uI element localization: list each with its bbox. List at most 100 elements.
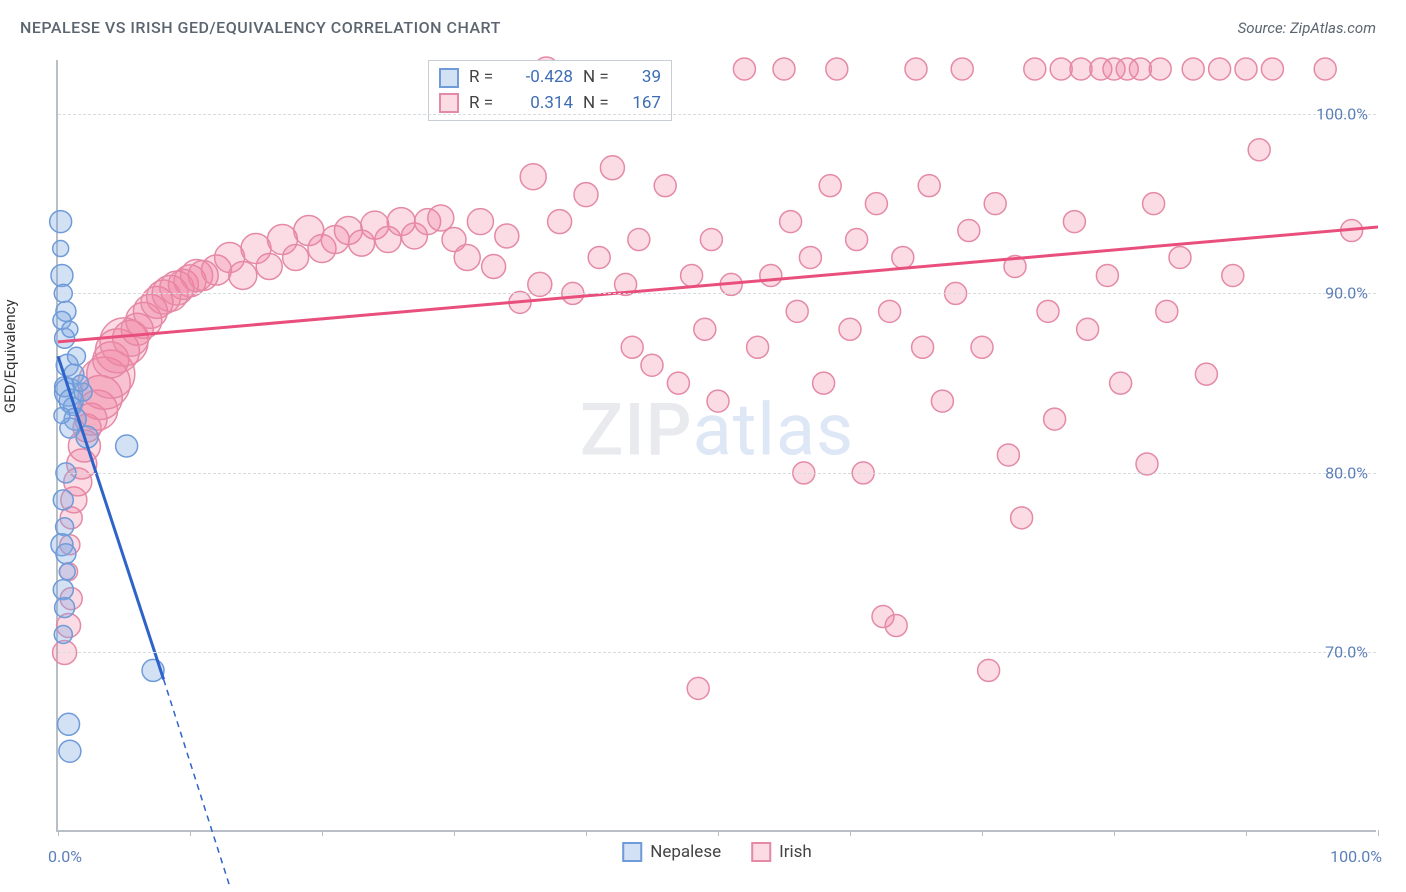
y-tick-label: 100.0% — [1316, 104, 1368, 123]
data-point — [53, 241, 69, 257]
data-point — [1182, 58, 1204, 80]
data-point — [50, 211, 72, 233]
data-point — [905, 58, 927, 80]
data-point — [56, 518, 74, 536]
data-point — [482, 254, 506, 278]
data-point — [912, 336, 934, 358]
data-point — [694, 318, 716, 340]
data-point — [707, 390, 729, 412]
data-point — [53, 490, 73, 510]
data-point — [1050, 58, 1072, 80]
x-axis-min-label: 0.0% — [48, 847, 82, 866]
x-tick — [850, 830, 851, 836]
data-point — [51, 264, 73, 286]
data-point — [1261, 58, 1283, 80]
data-point — [256, 253, 282, 279]
gridline — [58, 652, 1376, 653]
data-point — [62, 321, 78, 337]
data-point — [1314, 58, 1336, 80]
data-point — [826, 58, 848, 80]
data-point — [700, 229, 722, 251]
y-tick-label: 70.0% — [1325, 643, 1368, 662]
gridline — [58, 293, 1376, 294]
x-tick — [454, 830, 455, 836]
data-point — [760, 264, 782, 286]
gridline — [58, 473, 1376, 474]
data-point — [1011, 507, 1033, 529]
swatch-icon — [751, 842, 771, 862]
x-tick — [58, 830, 59, 836]
data-point — [1044, 408, 1066, 430]
data-point — [839, 318, 861, 340]
data-point — [1129, 58, 1151, 80]
data-point — [978, 659, 1000, 681]
data-point — [885, 615, 907, 637]
data-point — [773, 58, 795, 80]
swatch-icon — [439, 93, 459, 113]
data-point — [428, 205, 454, 231]
data-point — [1149, 58, 1171, 80]
data-point — [687, 677, 709, 699]
data-point — [54, 407, 70, 423]
data-point — [520, 164, 546, 190]
data-point — [1222, 264, 1244, 286]
source-label: Source: ZipAtlas.com — [1238, 19, 1376, 37]
data-point — [951, 58, 973, 80]
data-point — [67, 347, 85, 365]
legend-item: Irish — [751, 842, 812, 862]
y-tick-label: 90.0% — [1325, 284, 1368, 303]
data-point — [984, 193, 1006, 215]
data-point — [819, 175, 841, 197]
trend-line — [164, 679, 230, 885]
data-point — [1143, 193, 1165, 215]
data-point — [55, 598, 75, 618]
swatch-icon — [439, 68, 459, 88]
data-point — [283, 244, 309, 270]
x-tick — [322, 830, 323, 836]
data-point — [59, 740, 81, 762]
x-tick — [190, 830, 191, 836]
data-point — [780, 211, 802, 233]
data-point — [971, 336, 993, 358]
x-tick — [1378, 830, 1379, 836]
data-point — [548, 210, 572, 234]
data-point — [53, 580, 73, 600]
x-axis-max-label: 100.0% — [1330, 847, 1382, 866]
y-tick-label: 80.0% — [1325, 463, 1368, 482]
data-point — [879, 300, 901, 322]
data-point — [747, 336, 769, 358]
data-point — [54, 626, 72, 644]
data-point — [654, 175, 676, 197]
data-point — [1110, 372, 1132, 394]
data-point — [865, 193, 887, 215]
data-point — [799, 246, 821, 268]
swatch-icon — [622, 842, 642, 862]
data-point — [59, 564, 75, 580]
data-point — [813, 372, 835, 394]
data-point — [600, 156, 624, 180]
data-point — [1248, 139, 1270, 161]
data-point — [1096, 264, 1118, 286]
stats-row: R =0.314N =167 — [439, 91, 661, 117]
data-point — [997, 444, 1019, 466]
data-point — [931, 390, 953, 412]
data-point — [667, 372, 689, 394]
data-point — [641, 354, 663, 376]
chart-title: NEPALESE VS IRISH GED/EQUIVALENCY CORREL… — [20, 18, 501, 37]
series-legend: NepaleseIrish — [622, 842, 812, 862]
data-point — [1195, 363, 1217, 385]
data-point — [495, 224, 519, 248]
x-tick — [586, 830, 587, 836]
gridline — [58, 114, 1376, 115]
x-tick — [982, 830, 983, 836]
x-tick — [1114, 830, 1115, 836]
y-axis-label: GED/Equivalency — [1, 299, 19, 413]
data-point — [58, 713, 80, 735]
x-tick — [718, 830, 719, 836]
data-point — [467, 209, 493, 235]
data-point — [628, 229, 650, 251]
plot-area: ZIPatlas R =-0.428N =39R =0.314N =167 Ne… — [56, 60, 1376, 832]
data-point — [958, 220, 980, 242]
chart: GED/Equivalency ZIPatlas R =-0.428N =39R… — [20, 50, 1386, 872]
data-point — [72, 375, 88, 391]
